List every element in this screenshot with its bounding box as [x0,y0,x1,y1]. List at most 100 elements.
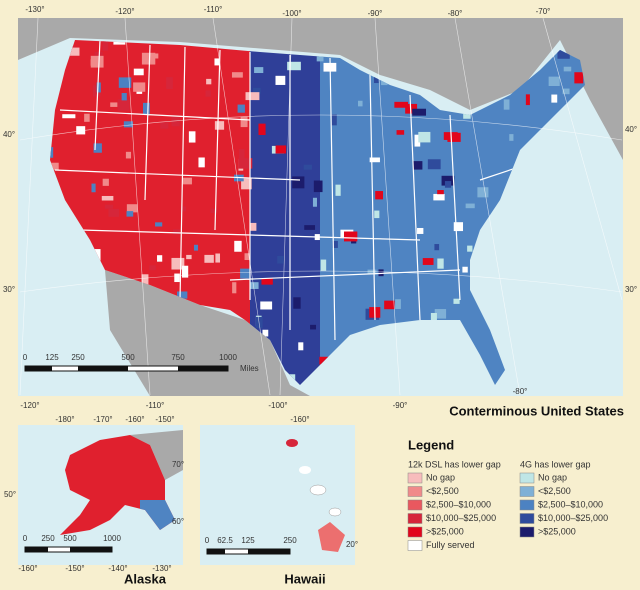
legend-label: Fully served [426,540,475,550]
longitude-label: -130° [25,5,44,14]
longitude-label: -80° [448,9,463,18]
county-patch [93,143,102,153]
legend-label: $2,500–$10,000 [426,499,491,509]
scale-label: 0 [23,353,28,362]
county-patch [562,88,570,95]
longitude-label: -110° [204,5,223,14]
county-patch [210,208,218,213]
county-patch [261,278,273,285]
legend-swatch [407,513,423,524]
scale-label: 0 [23,534,28,543]
county-patch [96,82,101,93]
county-patch [126,204,138,213]
county-patch [91,183,96,193]
county-patch [234,240,242,252]
county-patch [133,68,144,76]
county-patch [142,102,150,115]
county-patch [374,210,380,219]
county-patch [65,47,80,56]
longitude-label: -110° [146,401,165,410]
legend-label: <$2,500 [538,486,571,496]
county-patch [171,257,185,270]
scale-label: 500 [121,353,135,362]
state-borders [54,40,541,341]
scale-label: 1000 [219,353,237,362]
county-patch [320,259,327,271]
county-patch [357,100,363,107]
longitude-label: -150° [155,415,174,424]
county-patch [434,244,440,251]
county-patch [437,258,444,269]
county-patch [430,312,437,325]
county-patch [394,101,408,108]
longitude-label: -100° [268,401,287,410]
county-patch [108,208,120,217]
scale-label: 62.5 [217,536,233,545]
legend-label: $2,500–$10,000 [538,499,603,509]
island [318,522,345,552]
latitude-label: 30° [3,285,15,294]
longitude-label: -160° [290,415,309,424]
latitude-label: 70° [172,460,184,469]
county-patch [465,203,475,209]
county-patch [557,46,570,59]
county-patch [332,240,338,248]
scale-label: 250 [283,536,297,545]
county-patch [367,269,377,275]
county-patch [113,40,126,45]
county-patch [240,116,248,128]
county-patch [275,75,286,85]
scale-label: 1000 [103,534,121,543]
county-patch [369,157,380,163]
longitude-label: -160° [18,564,37,573]
county-patch [238,148,245,161]
county-patch [174,273,180,283]
county-patch [258,123,266,136]
county-patch [182,177,192,185]
latitude-label: 60° [172,517,184,526]
map-title: Conterminous United States [449,403,624,418]
island [309,484,327,496]
county-patch [574,72,584,84]
scale-segment [25,366,52,371]
county-patch [123,121,133,128]
county-patch [166,77,173,89]
county-patch [254,67,264,74]
scale-label: 750 [171,353,185,362]
county-patch [375,191,383,200]
scale-label: 125 [241,536,255,545]
legend-label: >$25,000 [426,526,464,536]
county-patch [503,99,510,110]
legend-title: Legend [408,437,454,452]
mexico [105,270,310,396]
legend-swatch [519,513,535,524]
county-patch [104,204,114,209]
scale-segment [78,366,128,371]
county-patch [418,131,431,143]
county-patch [206,78,212,85]
longitude-label: -90° [368,9,383,18]
county-patch [378,269,384,277]
county-patch [433,193,445,201]
legend-swatch [407,472,423,484]
canada [18,18,623,160]
county-patch [50,162,59,171]
county-patch [249,222,257,231]
county-patch [141,52,156,65]
latitude-label: 40° [3,130,15,139]
legend-swatch [519,472,535,484]
county-patch [181,265,189,278]
inset-title: Hawaii [284,571,325,586]
legend-swatch [407,540,423,551]
county-patch [287,61,301,71]
county-patch [193,244,199,251]
county-patch [277,255,284,264]
longitude-label: -130° [152,564,171,573]
legend-swatch [407,526,423,538]
island [286,439,298,447]
county-patch [205,90,211,97]
county-patch [90,55,104,68]
county-patch [188,131,196,143]
